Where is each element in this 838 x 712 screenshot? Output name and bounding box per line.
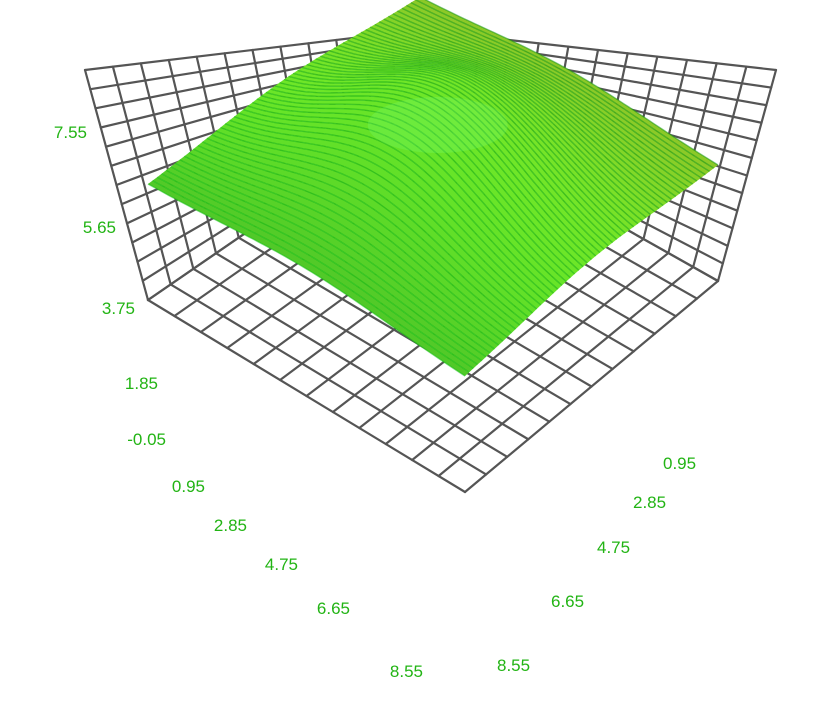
surface-strip xyxy=(234,113,550,302)
y-tick-label: 8.55 xyxy=(497,656,530,675)
surface-row-line xyxy=(211,134,525,322)
surface-row-line xyxy=(406,4,706,176)
surface-row-line xyxy=(311,61,618,240)
surface-row-line xyxy=(283,78,592,261)
surface-row-line xyxy=(193,148,508,338)
surface-row-line xyxy=(220,126,533,314)
x-tick-label: 8.55 xyxy=(390,662,423,681)
surface-row-line xyxy=(320,55,626,234)
surface-row-line xyxy=(324,52,630,231)
surface-row-line xyxy=(274,85,584,268)
surface-row-line xyxy=(224,123,538,310)
surface-row-line xyxy=(365,29,668,204)
surface-row-line xyxy=(238,112,550,298)
z-tick-label: -0.05 xyxy=(127,430,166,449)
surface-row-line xyxy=(242,108,554,294)
surface-strip xyxy=(148,180,470,376)
surface-row-line xyxy=(347,39,651,216)
surface-row-line xyxy=(188,152,504,342)
surface-row-line xyxy=(170,166,487,358)
z-tick-label: 5.65 xyxy=(83,218,116,237)
surface-row-line xyxy=(369,26,673,201)
x-tick-label: 2.85 xyxy=(214,516,247,535)
surface-row-line xyxy=(333,47,639,225)
surface-row-line xyxy=(215,130,529,318)
surface-row-line xyxy=(410,1,710,172)
surface-row-line xyxy=(279,82,588,264)
surface-row-line xyxy=(415,0,715,169)
y-tick-label: 0.95 xyxy=(663,454,696,473)
surface-row-line xyxy=(342,42,647,219)
x-tick-label: 6.65 xyxy=(317,599,350,618)
surface-row-line xyxy=(301,66,609,247)
surface-row-line xyxy=(360,31,664,207)
surface-row-line xyxy=(401,7,702,179)
surface-row-line xyxy=(152,179,470,373)
surface-row-line xyxy=(424,0,719,166)
surface-row-line xyxy=(202,141,517,330)
surface-row-line xyxy=(270,88,580,271)
surface-strip xyxy=(333,45,643,224)
surface-strip xyxy=(238,109,554,298)
x-tick-label: 0.95 xyxy=(172,477,205,496)
z-tick-label: 3.75 xyxy=(102,299,135,318)
surface-row-line xyxy=(233,116,546,302)
y-tick-label: 2.85 xyxy=(633,493,666,512)
x-tick-label: 4.75 xyxy=(265,555,298,574)
grid-line xyxy=(192,267,509,458)
surface-row-line xyxy=(229,119,542,306)
surface-row-line xyxy=(165,169,483,362)
y-tick-label: 6.65 xyxy=(551,592,584,611)
surface-row-line xyxy=(252,101,563,286)
surface-row-line xyxy=(247,105,559,290)
surface-row-line xyxy=(351,36,656,213)
surface-row-line xyxy=(392,13,694,185)
surface-highlight xyxy=(367,97,508,153)
surface-row-line xyxy=(161,173,478,366)
surface-lines xyxy=(147,0,719,377)
surface-row-line xyxy=(197,144,512,334)
surface-row-line xyxy=(329,50,635,228)
surface-row-line xyxy=(265,91,576,275)
surface-row-line xyxy=(288,75,597,257)
surface-row-line xyxy=(179,159,495,350)
surface-row-line xyxy=(206,137,521,326)
grid-line xyxy=(463,279,720,494)
surface-row-line xyxy=(378,21,681,194)
surface-row-line xyxy=(147,183,466,377)
surface-row-line xyxy=(338,44,643,222)
surface-strip xyxy=(229,116,546,305)
surface-row-line xyxy=(315,58,622,237)
z-tick-label: 7.55 xyxy=(54,123,87,142)
surface-row-line xyxy=(183,155,500,346)
surface-row-line xyxy=(256,98,567,283)
y-tick-label: 4.75 xyxy=(597,538,630,557)
grid-line xyxy=(692,65,748,269)
surface-row-line xyxy=(306,63,614,244)
surface-plot xyxy=(147,0,719,377)
surface-row-line xyxy=(156,176,474,369)
grid-line xyxy=(146,298,467,494)
surface-row-line xyxy=(374,23,677,198)
surface-row-line xyxy=(297,69,605,250)
grid-line xyxy=(716,68,778,283)
grid-line xyxy=(169,283,488,476)
surface-row-line xyxy=(261,95,571,279)
z-tick-label: 1.85 xyxy=(125,374,158,393)
surface-row-line xyxy=(174,162,491,354)
surface-row-line xyxy=(356,34,660,210)
surface-row-line xyxy=(388,15,689,188)
surface-row-line xyxy=(292,72,601,254)
surface-row-line xyxy=(383,18,685,191)
surface-row-line xyxy=(396,10,698,182)
grid-line xyxy=(437,265,695,478)
tick-labels: -0.05 1.85 3.75 5.65 7.55 0.95 2.85 4.75… xyxy=(54,123,696,681)
